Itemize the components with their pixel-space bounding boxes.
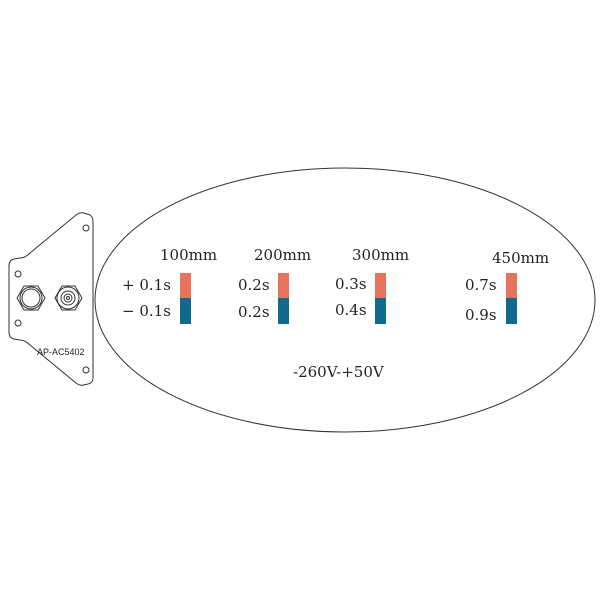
- device-model-label: AP-AC5402: [37, 347, 85, 357]
- range-ellipse: [94, 167, 596, 433]
- plus-time: 0.2s: [238, 276, 270, 294]
- distance-label: 450mm: [492, 249, 550, 267]
- connector-nut-right: [54, 285, 83, 311]
- positive-bar: [506, 273, 517, 298]
- minus-time: 0.9s: [465, 306, 497, 324]
- positive-bar: [278, 273, 289, 298]
- voltage-range: -260V-+50V: [293, 363, 384, 381]
- positive-bar: [180, 273, 191, 298]
- plus-time: + 0.1s: [122, 276, 171, 294]
- mount-hole: [14, 270, 22, 278]
- mount-hole: [82, 224, 90, 232]
- plus-time: 0.3s: [335, 275, 367, 293]
- distance-label: 200mm: [254, 246, 312, 264]
- negative-bar: [375, 298, 386, 324]
- mount-hole: [82, 366, 90, 374]
- distance-label: 100mm: [160, 246, 218, 264]
- minus-time: 0.2s: [238, 303, 270, 321]
- distance-label: 300mm: [352, 246, 410, 264]
- negative-bar: [506, 298, 517, 324]
- minus-time: − 0.1s: [122, 302, 171, 320]
- negative-bar: [278, 298, 289, 324]
- positive-bar: [375, 273, 386, 298]
- connector-nut-left: [16, 285, 46, 311]
- negative-bar: [180, 298, 191, 324]
- mount-hole: [14, 319, 22, 327]
- device-plate: [8, 212, 94, 386]
- plus-time: 0.7s: [465, 276, 497, 294]
- minus-time: 0.4s: [335, 301, 367, 319]
